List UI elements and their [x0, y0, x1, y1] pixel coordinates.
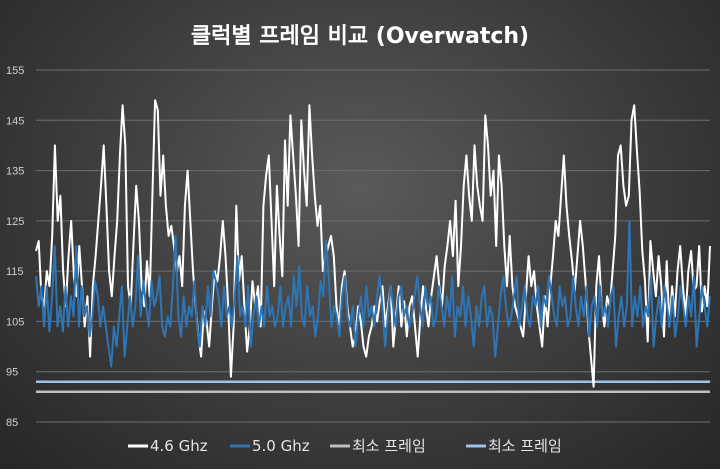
legend-item-0: 4.6 Ghz	[128, 437, 208, 455]
legend-label: 5.0 Ghz	[252, 437, 310, 455]
series-lines	[35, 99, 711, 394]
legend-label: 최소 프레임	[488, 437, 562, 455]
y-tick-label: 145	[6, 115, 24, 127]
y-tick-label: 135	[6, 166, 24, 178]
legend-item-1: 5.0 Ghz	[230, 437, 310, 455]
legend-item-2: 최소 프레임	[330, 437, 426, 455]
legend-label: 4.6 Ghz	[150, 437, 208, 455]
series-line-1	[35, 219, 711, 368]
legend-item-3: 최소 프레임	[466, 437, 562, 455]
y-tick-label: 155	[6, 65, 24, 77]
series-line-0	[35, 99, 711, 388]
y-tick-label: 85	[6, 417, 18, 429]
y-tick-label: 105	[6, 316, 24, 328]
y-tick-label: 115	[6, 266, 24, 278]
y-tick-label: 95	[6, 367, 18, 379]
y-tick-label: 125	[6, 216, 24, 228]
gridlines	[36, 69, 710, 423]
y-axis-ticks: 85 95 105 115 125 135 145 155	[6, 65, 24, 429]
legend-label: 최소 프레임	[352, 437, 426, 455]
chart-title: 클럭별 프레임 비교 (Overwatch)	[191, 24, 529, 49]
legend: 4.6 Ghz 5.0 Ghz 최소 프레임 최소 프레임	[128, 437, 562, 455]
